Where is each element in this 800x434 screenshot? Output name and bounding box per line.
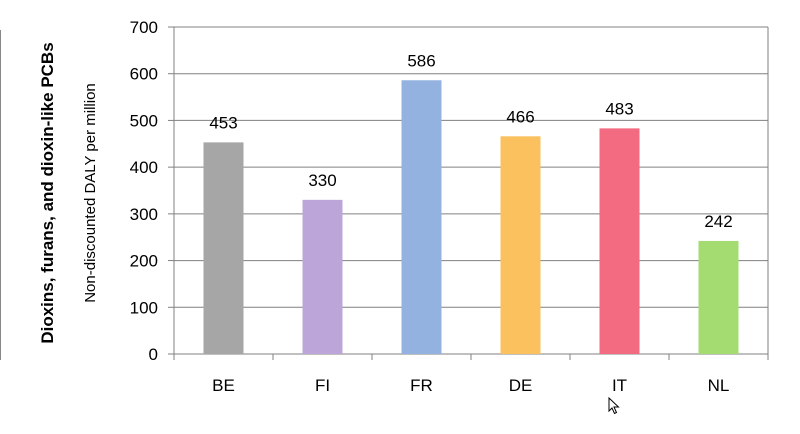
data-label: 330 bbox=[308, 171, 336, 190]
chart-title: Dioxins, furans, and dioxin-like PCBs bbox=[38, 42, 57, 343]
bar-fi bbox=[302, 199, 343, 354]
bar-fr bbox=[401, 80, 442, 355]
y-tick-label: 500 bbox=[130, 111, 158, 130]
axes bbox=[173, 27, 769, 360]
y-axis-label: Non-discounted DALY per million bbox=[82, 83, 99, 303]
bar-nl bbox=[698, 240, 739, 354]
y-tick-label: 100 bbox=[130, 298, 158, 317]
x-tick-label: FI bbox=[315, 376, 330, 395]
data-label: 242 bbox=[704, 212, 732, 231]
x-tick-label: FR bbox=[410, 376, 433, 395]
data-label: 483 bbox=[605, 99, 633, 118]
x-tick-label: BE bbox=[212, 376, 235, 395]
data-label: 586 bbox=[407, 51, 435, 70]
x-tick-label: IT bbox=[612, 376, 627, 395]
y-tick-label: 400 bbox=[130, 158, 158, 177]
x-tick-labels: BE FI FR DE IT NL bbox=[212, 376, 729, 395]
bar-de bbox=[500, 136, 541, 354]
data-labels: 453 330 586 466 483 242 bbox=[209, 51, 732, 231]
y-tick-label: 0 bbox=[149, 345, 158, 364]
mouse-pointer-icon bbox=[608, 397, 620, 415]
y-tick-label: 200 bbox=[130, 252, 158, 271]
bar-it bbox=[599, 128, 640, 354]
y-tick-label: 600 bbox=[130, 65, 158, 84]
data-label: 466 bbox=[506, 107, 534, 126]
bar-be bbox=[203, 142, 244, 354]
y-tick-label: 700 bbox=[130, 18, 158, 37]
gridlines bbox=[168, 26, 768, 355]
bars bbox=[203, 80, 739, 355]
x-tick-label: DE bbox=[509, 376, 533, 395]
y-tick-label: 300 bbox=[130, 205, 158, 224]
data-label: 453 bbox=[209, 113, 237, 132]
x-tick-label: NL bbox=[708, 376, 730, 395]
y-tick-labels: 0 100 200 300 400 500 600 700 bbox=[130, 18, 158, 364]
